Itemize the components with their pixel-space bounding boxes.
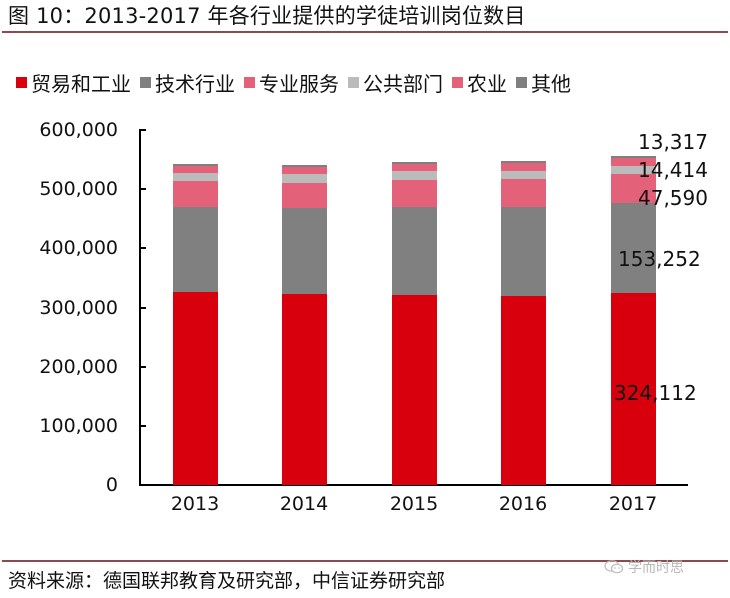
data-label: 153,252 bbox=[618, 247, 701, 271]
legend-label: 其他 bbox=[531, 72, 571, 96]
legend-label: 公共部门 bbox=[363, 72, 443, 96]
y-tick bbox=[139, 365, 146, 368]
x-tick-label: 2016 bbox=[498, 493, 548, 515]
bar-segment bbox=[173, 206, 218, 293]
data-label: 14,414 bbox=[638, 158, 708, 182]
y-tick-label: 500,000 bbox=[39, 178, 118, 201]
x-axis bbox=[139, 484, 688, 486]
bar-segment bbox=[282, 174, 327, 183]
bar-segment bbox=[611, 156, 656, 158]
legend-label: 专业服务 bbox=[259, 72, 339, 96]
bar-segment bbox=[173, 181, 218, 207]
legend-swatch-icon bbox=[516, 77, 527, 88]
data-label: 324,112 bbox=[614, 381, 697, 405]
legend-swatch-icon bbox=[244, 77, 255, 88]
bar-segment bbox=[173, 173, 218, 182]
y-tick-label: 100,000 bbox=[39, 414, 118, 437]
y-tick-label: 600,000 bbox=[39, 119, 118, 141]
bar-segment bbox=[611, 158, 656, 166]
y-tick bbox=[139, 247, 146, 250]
legend-item: 农业 bbox=[452, 68, 507, 97]
bar-segment bbox=[501, 295, 546, 485]
x-tick-label: 2014 bbox=[279, 493, 329, 515]
legend-item: 技术行业 bbox=[140, 68, 235, 97]
bar-segment bbox=[611, 165, 656, 175]
legend-label: 农业 bbox=[467, 72, 507, 96]
source-note: 资料来源：德国联邦教育及研究部，中信证券研究部 bbox=[8, 570, 446, 592]
bar-segment bbox=[392, 163, 437, 172]
wechat-icon bbox=[604, 560, 624, 574]
legend-item: 专业服务 bbox=[244, 68, 339, 97]
title-divider bbox=[2, 31, 728, 33]
bar-segment bbox=[173, 164, 218, 166]
bar-segment bbox=[173, 292, 218, 485]
bar-segment bbox=[501, 206, 546, 296]
footer-divider bbox=[2, 560, 728, 562]
bar-segment bbox=[392, 179, 437, 207]
bar-2016 bbox=[501, 161, 546, 485]
bar-segment bbox=[282, 182, 327, 209]
legend-swatch-icon bbox=[452, 77, 463, 88]
legend-label: 技术行业 bbox=[155, 72, 235, 96]
bar-segment bbox=[501, 161, 546, 163]
data-label: 47,590 bbox=[638, 186, 708, 210]
bar-segment bbox=[282, 208, 327, 295]
y-tick bbox=[139, 188, 146, 191]
bar-segment bbox=[282, 166, 327, 175]
y-tick bbox=[139, 129, 146, 131]
legend-swatch-icon bbox=[140, 77, 151, 88]
legend-swatch-icon bbox=[16, 77, 27, 88]
chart-legend: 贸易和工业 技术行业 专业服务 公共部门 农业 其他 bbox=[16, 68, 580, 97]
bar-segment bbox=[611, 202, 656, 294]
y-tick-label: 0 bbox=[105, 474, 118, 496]
bar-segment bbox=[173, 165, 218, 174]
x-tick-label: 2013 bbox=[170, 493, 220, 515]
bar-segment bbox=[501, 162, 546, 171]
bar-2017 bbox=[611, 156, 656, 485]
bar-segment bbox=[611, 293, 656, 485]
bar-segment bbox=[282, 294, 327, 485]
bar-segment bbox=[392, 295, 437, 485]
bar-segment bbox=[392, 206, 437, 296]
y-tick-label: 300,000 bbox=[39, 296, 118, 319]
y-tick bbox=[139, 424, 146, 427]
legend-label: 贸易和工业 bbox=[31, 72, 131, 96]
y-tick-label: 200,000 bbox=[39, 355, 118, 378]
legend-item: 公共部门 bbox=[348, 68, 443, 97]
x-tick-label: 2017 bbox=[608, 493, 658, 515]
legend-item: 其他 bbox=[516, 68, 571, 97]
bar-segment bbox=[282, 165, 327, 167]
x-tick-label: 2015 bbox=[389, 493, 439, 515]
chart-title: 图 10：2013-2017 年各行业提供的学徒培训岗位数目 bbox=[8, 4, 526, 28]
legend-item: 贸易和工业 bbox=[16, 68, 131, 97]
bar-segment bbox=[611, 174, 656, 203]
bar-segment bbox=[392, 171, 437, 180]
bar-segment bbox=[501, 170, 546, 180]
bar-2015 bbox=[392, 162, 437, 485]
y-tick bbox=[139, 306, 146, 309]
bar-2014 bbox=[282, 165, 327, 485]
bar-segment bbox=[392, 162, 437, 164]
bar-segment bbox=[501, 179, 546, 207]
y-tick-label: 400,000 bbox=[39, 237, 118, 260]
y-tick bbox=[139, 484, 146, 486]
legend-swatch-icon bbox=[348, 77, 359, 88]
bar-2013 bbox=[173, 164, 218, 485]
watermark-text: 学而时思 bbox=[628, 560, 684, 576]
data-label: 13,317 bbox=[638, 130, 708, 154]
watermark: 学而时思 bbox=[604, 557, 684, 577]
